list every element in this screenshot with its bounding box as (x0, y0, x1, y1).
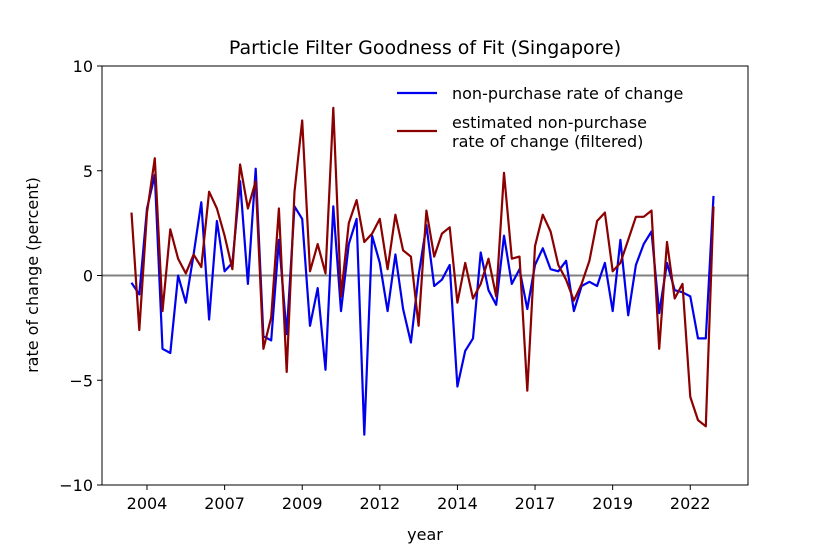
x-axis-label: year (407, 525, 443, 544)
x-tick-label: 2004 (127, 494, 168, 513)
x-tick-label: 2022 (670, 494, 711, 513)
y-tick-label: 0 (83, 267, 93, 286)
x-tick-label: 2019 (592, 494, 633, 513)
y-tick-label: −5 (69, 371, 93, 390)
legend-label: estimated non-purchase rate of change (fi… (452, 113, 647, 151)
series-line (130, 106, 715, 428)
y-tick-label: 5 (83, 162, 93, 181)
y-tick-label: −10 (59, 476, 93, 495)
x-tick-label: 2014 (437, 494, 478, 513)
x-tick-label: 2009 (282, 494, 323, 513)
x-tick-label: 2017 (515, 494, 556, 513)
x-tick-label: 2012 (359, 494, 400, 513)
axes-frame (101, 65, 749, 486)
legend-label: non-purchase rate of change (452, 84, 683, 103)
series-line (130, 167, 715, 436)
y-tick-label: 10 (73, 57, 93, 76)
x-tick-label: 2007 (204, 494, 245, 513)
chart-title: Particle Filter Goodness of Fit (Singapo… (229, 37, 621, 59)
y-axis-label: rate of change (percent) (23, 177, 42, 373)
